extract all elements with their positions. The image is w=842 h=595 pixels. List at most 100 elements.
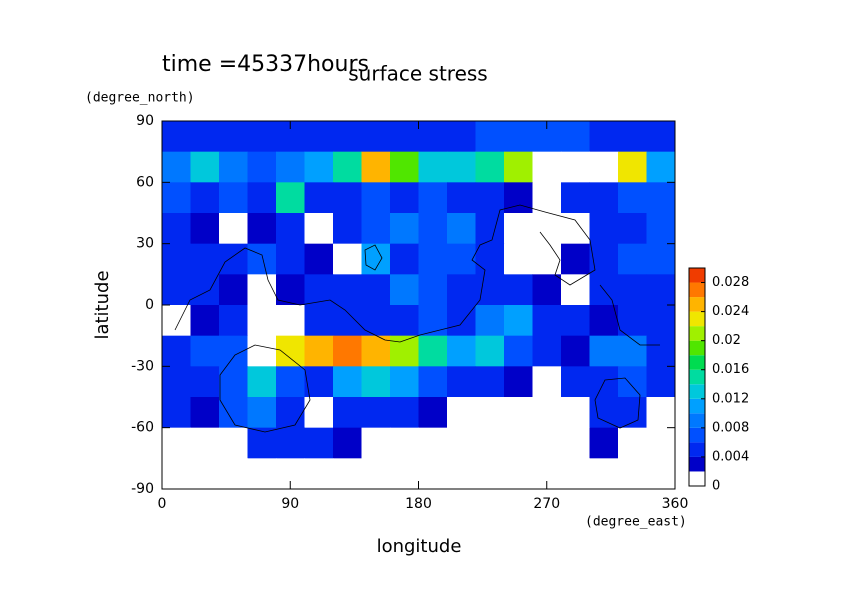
contour-cell [447,213,476,245]
contour-cell [418,366,448,398]
contour-cell [504,305,533,337]
contour-cell [532,151,562,183]
contour-cell [190,243,220,275]
contour-cell [390,182,419,214]
contour-cell [162,243,191,275]
colorbar-band [689,442,705,457]
contour-cell [333,213,362,245]
contour-cell [447,397,476,429]
contour-cell [504,121,533,153]
contour-cell [390,213,419,245]
contour-cell [532,366,562,398]
x-unit: (degree_east) [585,515,687,530]
contour-cell [532,397,562,429]
contour-cell [589,458,619,490]
y-tick-label: -90 [131,481,154,497]
contour-cell [618,213,647,245]
contour-cell [361,151,391,183]
contour-cell [247,305,277,337]
contour-cell [561,274,590,306]
contour-cell [618,458,647,490]
contour-cell [190,213,220,245]
contour-cell [333,305,362,337]
contour-cell [589,213,619,245]
contour-cell [561,397,590,429]
contour-cell [589,243,619,275]
contour-cell [190,397,220,429]
contour-cell [532,335,562,367]
colorbar-band [689,311,705,327]
contour-cell [418,458,448,490]
contour-cell [447,458,476,490]
contour-cell [504,243,533,275]
contour-cell [162,274,191,306]
contour-cell [390,397,419,429]
colorbar-band [689,413,705,428]
colorbar-tick-label: 0.02 [712,333,741,348]
colorbar-tick-label: 0.004 [712,449,749,464]
contour-cell [162,121,191,153]
colorbar-band [689,297,705,312]
contour-cell [532,274,562,306]
contour-cell [390,335,419,367]
contour-cell [247,335,277,367]
annotation: time =45337hours [162,52,369,77]
contour-cell [219,121,248,153]
contour-cell [618,427,647,459]
contour-cell [561,458,590,490]
contour-cell [162,213,191,245]
contour-cell [618,182,647,214]
contour-cell [504,151,533,183]
contour-cell [618,366,647,398]
contour-cell [333,151,362,183]
contour-cell [333,397,362,429]
contour-cell [532,182,562,214]
contour-cell [475,397,505,429]
contour-cell [361,397,391,429]
contour-cell [190,366,220,398]
contour-cell [646,335,676,367]
contour-cell [162,305,191,337]
contour-cell [618,305,647,337]
contour-cell [219,397,248,429]
contour-cell [304,213,334,245]
contour-cell [504,366,533,398]
contour-cell [390,243,419,275]
contour-cell [247,213,277,245]
contour-cell [418,427,448,459]
contour-cell [219,213,248,245]
y-tick-label: 30 [136,236,154,252]
contour-cell [162,335,191,367]
contour-cell [475,121,505,153]
contour-cell [589,305,619,337]
contour-cell [276,366,305,398]
contour-cell [304,151,334,183]
contour-cell [589,151,619,183]
contour-cell [561,243,590,275]
contour-cell [219,427,248,459]
y-tick-label: 60 [136,174,154,190]
colorbar-tick-label: 0.024 [712,304,749,319]
x-tick-label: 180 [405,496,432,512]
contour-cell [162,151,191,183]
contour-cell [504,397,533,429]
contour-cell [276,335,305,367]
x-tick-label: 90 [281,496,299,512]
contour-cell [618,121,647,153]
contour-cell [361,366,391,398]
contour-cell [504,458,533,490]
colorbar-band [689,398,705,414]
y-tick-label: -60 [131,420,154,436]
contour-cell [247,243,277,275]
contour-cell [276,305,305,337]
colorbar-band [689,456,705,472]
contour-cell [504,427,533,459]
contour-cell [304,458,334,490]
contour-cell [390,427,419,459]
contour-cell [304,121,334,153]
contour-cell [561,427,590,459]
contour-cell [219,458,248,490]
contour-cell [304,243,334,275]
contour-cell [646,458,676,490]
contour-cell [447,335,476,367]
